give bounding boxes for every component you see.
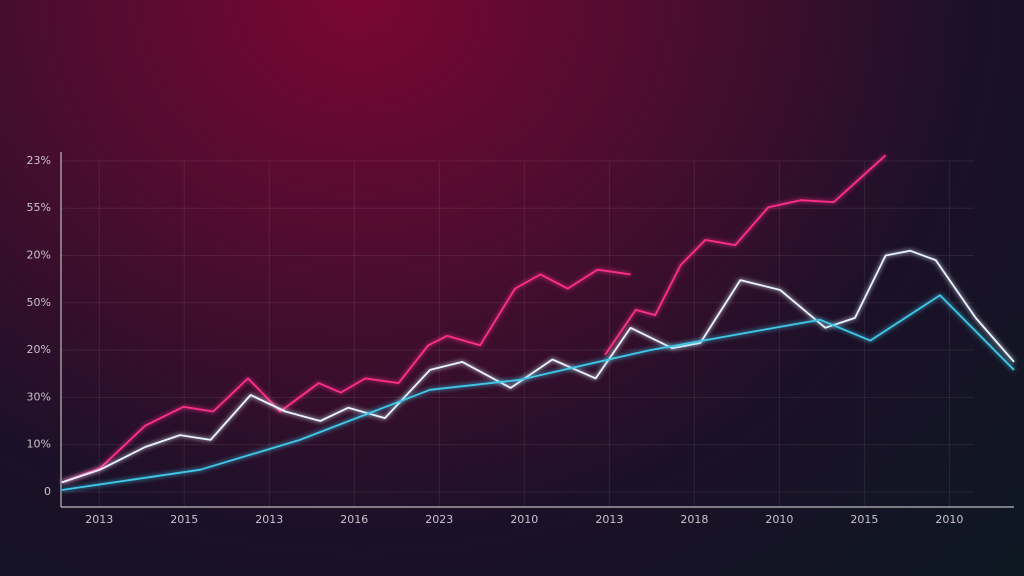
x-tick-label: 2015: [170, 513, 198, 526]
x-tick-label: 2023: [425, 513, 453, 526]
y-tick-label: 20%: [27, 249, 51, 262]
series-line: [61, 249, 1015, 484]
series-line: [61, 294, 1015, 491]
x-tick-label: 2010: [765, 513, 793, 526]
series-line: [61, 154, 887, 484]
x-tick-label: 2016: [340, 513, 368, 526]
y-tick-label: 55%: [27, 201, 51, 214]
y-tick-label: 10%: [27, 438, 51, 451]
y-tick-label: 0: [44, 485, 51, 498]
y-tick-label: 30%: [27, 390, 51, 403]
x-tick-label: 2013: [255, 513, 283, 526]
y-tick-label: 50%: [27, 296, 51, 309]
x-tick-label: 2015: [850, 513, 878, 526]
x-tick-label: 2010: [935, 513, 963, 526]
x-tick-label: 2010: [510, 513, 538, 526]
x-tick-label: 2013: [85, 513, 113, 526]
y-tick-label: 20%: [27, 343, 51, 356]
x-tick-label: 2018: [680, 513, 708, 526]
x-tick-label: 2013: [595, 513, 623, 526]
y-tick-label: 23%: [27, 154, 51, 167]
